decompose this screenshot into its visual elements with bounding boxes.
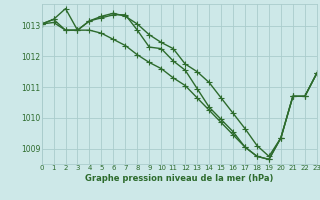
X-axis label: Graphe pression niveau de la mer (hPa): Graphe pression niveau de la mer (hPa) <box>85 174 273 183</box>
